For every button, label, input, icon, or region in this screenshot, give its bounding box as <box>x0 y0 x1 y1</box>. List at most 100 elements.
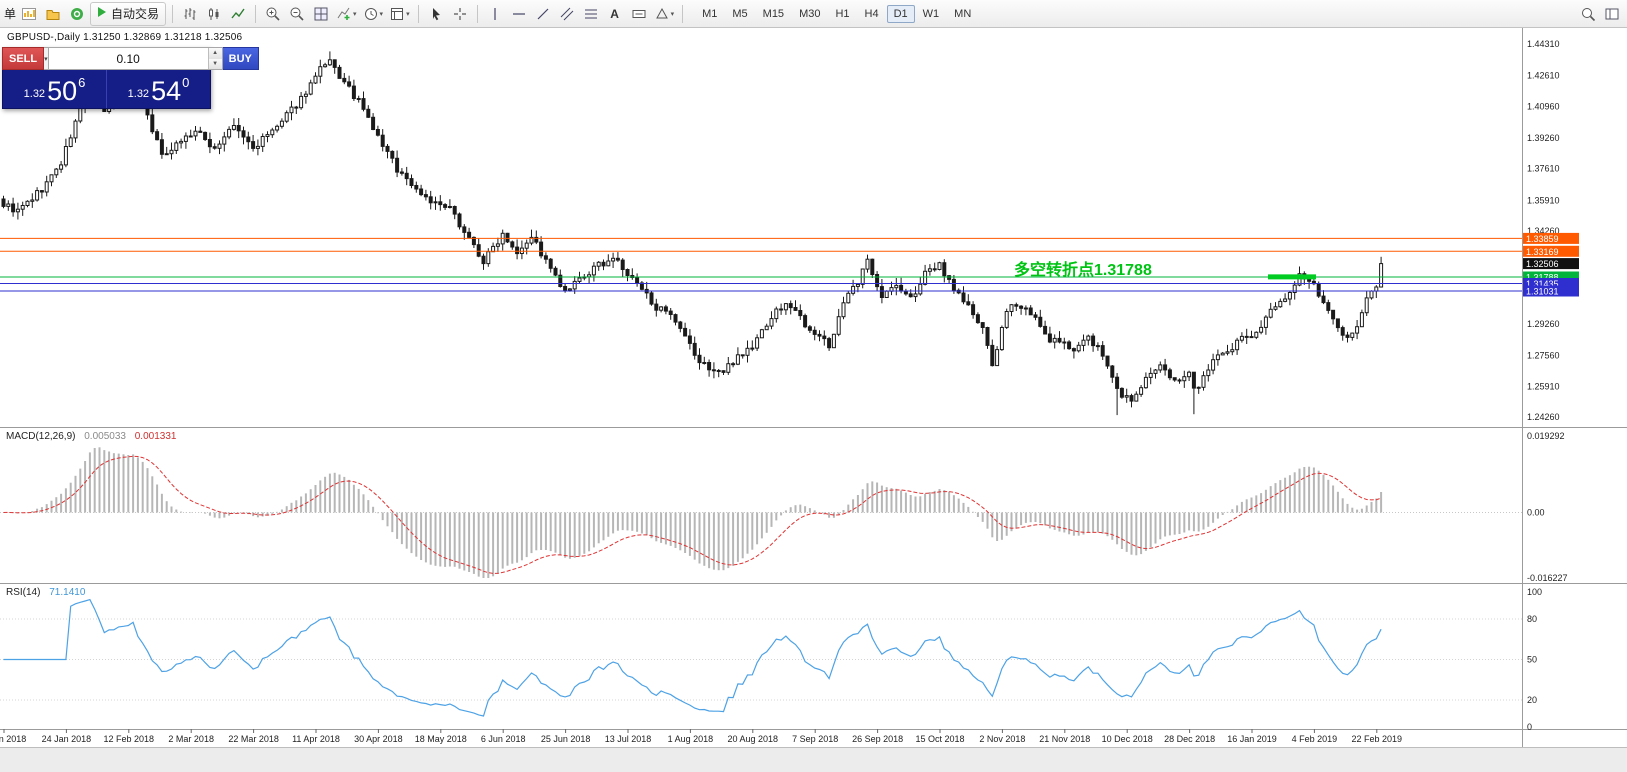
pivot-annotation-text: 多空转折点1.31788 <box>1014 262 1152 279</box>
crosshair-button[interactable] <box>449 3 471 25</box>
macd-signal-value: 0.001331 <box>134 431 177 442</box>
axis-label: 2 Mar 2018 <box>168 734 214 744</box>
axis-label: 2 Nov 2018 <box>979 734 1025 744</box>
timeframe-mn-button[interactable]: MN <box>947 5 978 23</box>
label-tool-button[interactable] <box>628 3 650 25</box>
axis-label: 21 Nov 2018 <box>1039 734 1090 744</box>
rsi-label: RSI(14) <box>6 587 41 598</box>
buy-price-display[interactable]: 1.32 54 0 <box>107 70 210 108</box>
axis-label: 4 Feb 2019 <box>1292 734 1338 744</box>
bar-chart-icon <box>182 6 198 22</box>
macd-header: MACD(12,26,9) 0.005033 0.001331 <box>6 431 176 442</box>
axis-label: -0.016227 <box>1527 573 1568 583</box>
axis-label: 1.35910 <box>1527 195 1560 205</box>
axis-label: 80 <box>1527 614 1537 624</box>
caret-down-icon: ▾ <box>379 10 384 18</box>
autotrading-play-icon <box>97 6 107 21</box>
candlestick-chart-icon <box>206 6 222 22</box>
sell-price-display[interactable]: 1.32 50 6 <box>3 70 106 108</box>
axis-label: 1.27560 <box>1527 351 1560 361</box>
shapes-button[interactable]: ▾ <box>652 3 677 25</box>
templates-button[interactable]: ▾ <box>387 3 412 25</box>
caret-down-icon: ▾ <box>406 10 410 18</box>
cursor-button[interactable] <box>425 3 447 25</box>
window-bottom-strip <box>0 747 1627 772</box>
caret-down-icon: ▾ <box>670 10 675 18</box>
autotrading-button[interactable]: 自动交易 <box>90 1 167 26</box>
axis-label: 18 May 2018 <box>415 734 467 744</box>
indicators-add-icon <box>336 6 352 22</box>
timeframe-w1-button[interactable]: W1 <box>916 5 947 23</box>
axis-label: 1.34260 <box>1527 226 1560 236</box>
timeframe-m1-button[interactable]: M1 <box>695 5 724 23</box>
axis-label: 30 Apr 2018 <box>354 734 403 744</box>
timeframe-d1-button[interactable]: D1 <box>886 4 915 23</box>
axis-label: 25 Jun 2018 <box>541 734 591 744</box>
layout-button[interactable] <box>1601 3 1623 25</box>
community-button[interactable] <box>66 3 88 25</box>
axis-label: 1.40960 <box>1527 101 1560 111</box>
volume-input[interactable] <box>48 48 208 69</box>
toolbar-separator <box>417 4 419 23</box>
price-tag <box>1523 285 1579 297</box>
rsi-value: 71.1410 <box>49 587 86 598</box>
chart-canvas[interactable]: 1.44310 1.42610 1.40960 1.39260 1.37610 1.359… <box>0 28 1627 747</box>
line-chart-button[interactable] <box>227 3 249 25</box>
price-tag <box>1523 232 1579 244</box>
volume-up-button[interactable]: ▲ <box>208 48 222 59</box>
candlestick-chart-button[interactable] <box>203 3 225 25</box>
fibonacci-button[interactable] <box>580 3 602 25</box>
tile-windows-button[interactable] <box>310 3 332 25</box>
price-divider <box>106 70 107 108</box>
axis-label: 1.37610 <box>1527 164 1560 174</box>
text-tool-button[interactable]: A <box>604 3 626 25</box>
periods-button[interactable]: ▾ <box>361 3 386 25</box>
timeframe-h4-button[interactable]: H4 <box>858 5 886 23</box>
axis-label: 1.31031 <box>1526 287 1559 297</box>
vertical-line-button[interactable] <box>484 3 506 25</box>
price-tag <box>1523 258 1579 270</box>
zoom-out-button[interactable] <box>286 3 308 25</box>
toolbar-separator <box>682 4 684 23</box>
axis-label: 1.25910 <box>1527 381 1560 391</box>
axis-label: 1.33169 <box>1526 247 1559 257</box>
axis-label: 1.31435 <box>1526 279 1559 289</box>
axis-label: 10 Dec 2018 <box>1102 734 1153 744</box>
timeframe-h1-button[interactable]: H1 <box>828 5 856 23</box>
profiles-button[interactable] <box>42 3 64 25</box>
sell-button[interactable]: SELL <box>2 47 45 70</box>
price-tag <box>1523 278 1579 289</box>
sell-price-main: 50 <box>47 76 78 106</box>
axis-label: 1 Aug 2018 <box>668 734 714 744</box>
search-button[interactable] <box>1577 3 1599 25</box>
main-toolbar: 单 自动交易 <box>0 0 1627 28</box>
indicators-button[interactable]: ▾ <box>334 3 359 25</box>
timeframe-m15-button[interactable]: M15 <box>756 5 791 23</box>
buy-button[interactable]: BUY <box>222 47 259 70</box>
axis-label: 13 Jul 2018 <box>605 734 652 744</box>
timeframe-m30-button[interactable]: M30 <box>792 5 827 23</box>
new-order-button[interactable]: 单 <box>4 7 17 21</box>
new-chart-button[interactable] <box>18 3 40 25</box>
axis-label: 1.39260 <box>1527 133 1560 143</box>
volume-down-button[interactable]: ▼ <box>208 58 222 69</box>
timeframe-m5-button[interactable]: M5 <box>725 5 754 23</box>
toolbar-separator <box>476 4 478 23</box>
buy-price-sup: 0 <box>182 75 190 90</box>
axis-label: 1.24260 <box>1527 412 1560 422</box>
horizontal-line-button[interactable] <box>508 3 530 25</box>
trendline-button[interactable] <box>532 3 554 25</box>
chart-title-ohlc: GBPUSD-,Daily 1.31250 1.32869 1.31218 1.… <box>7 32 243 43</box>
axis-label: 12 Feb 2018 <box>104 734 155 744</box>
caret-down-icon: ▾ <box>353 10 357 18</box>
zoom-in-button[interactable] <box>262 3 284 25</box>
bar-chart-button[interactable] <box>179 3 201 25</box>
horizontal-line-icon <box>511 6 527 22</box>
axis-label: 1.33859 <box>1526 234 1559 244</box>
channel-button[interactable] <box>556 3 578 25</box>
sell-price-sup: 6 <box>78 75 86 90</box>
volume-preset-dropdown[interactable]: ▾ <box>44 47 49 70</box>
axis-label: 7 Sep 2018 <box>792 734 838 744</box>
zoom-in-icon <box>265 6 281 22</box>
layout-icon <box>1604 6 1620 22</box>
